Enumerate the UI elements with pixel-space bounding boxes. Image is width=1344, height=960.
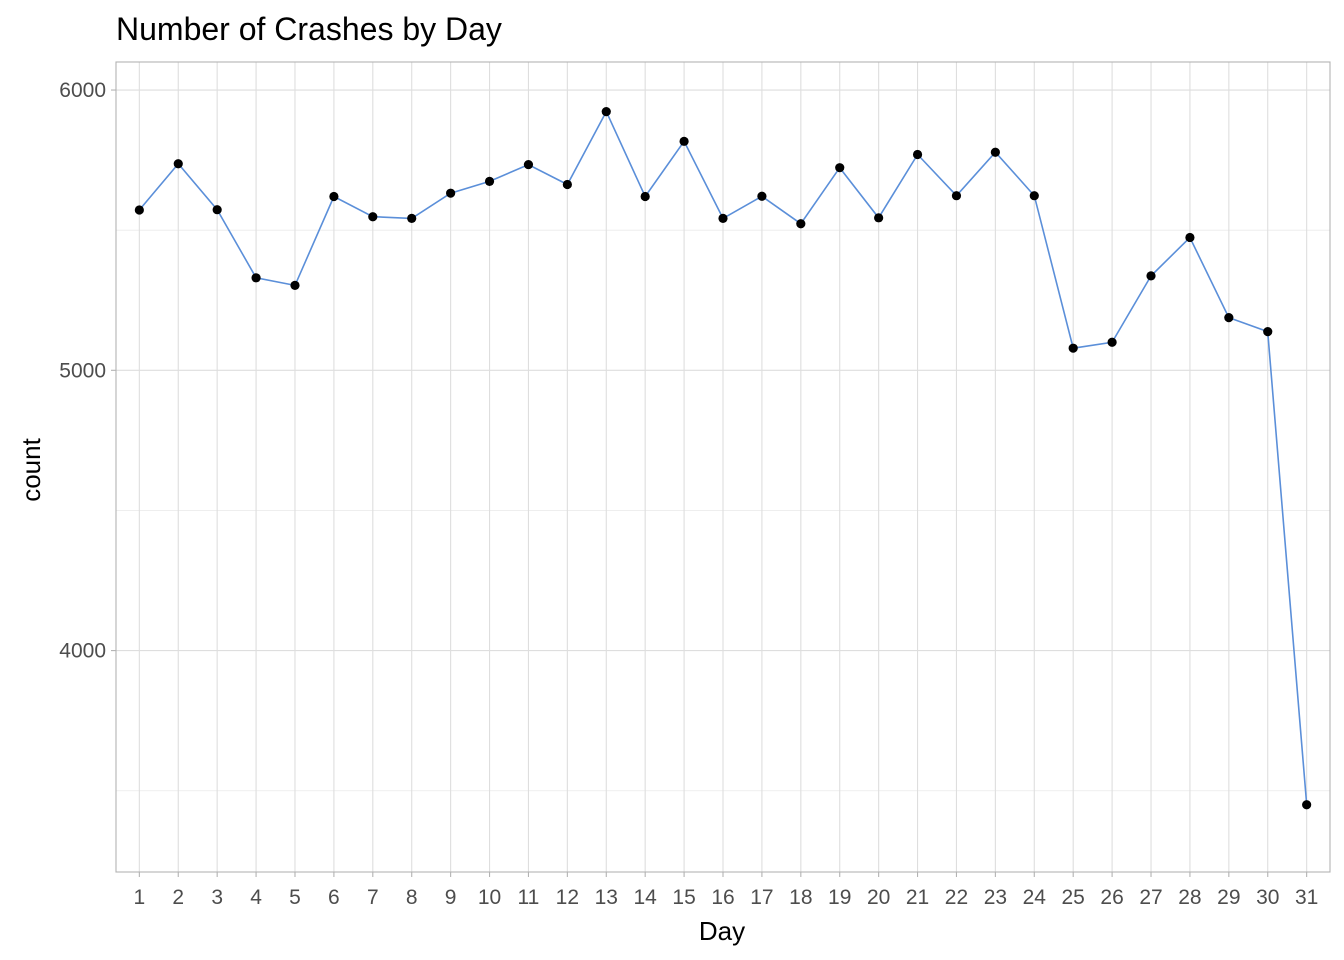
data-point	[251, 273, 261, 283]
x-tick-label: 16	[711, 886, 734, 909]
data-point	[290, 280, 300, 290]
data-point	[990, 147, 1000, 157]
data-point	[718, 213, 728, 223]
data-point	[212, 205, 222, 215]
x-tick-label: 2	[172, 886, 184, 909]
data-point	[1185, 232, 1195, 243]
data-point	[1029, 191, 1039, 201]
x-axis-title: Day	[699, 916, 745, 946]
data-point	[446, 188, 456, 198]
x-tick-label: 10	[478, 886, 501, 909]
x-tick-label: 5	[289, 886, 301, 909]
y-axis-title: count	[16, 437, 46, 501]
data-point	[679, 136, 689, 146]
data-point	[368, 212, 378, 222]
y-tick-label: 5000	[59, 359, 106, 382]
x-tick-label: 12	[556, 886, 579, 909]
x-tick-label: 26	[1100, 886, 1123, 909]
x-tick-label: 18	[789, 886, 812, 909]
x-tick-label: 29	[1217, 886, 1240, 909]
x-tick-label: 17	[750, 886, 773, 909]
x-tick-label: 25	[1062, 886, 1085, 909]
data-point	[1224, 313, 1234, 323]
x-tick-label: 4	[250, 886, 262, 909]
data-point	[1146, 271, 1156, 281]
y-tick-label: 6000	[59, 79, 106, 102]
x-tick-label: 20	[867, 886, 890, 909]
x-tick-label: 15	[672, 886, 695, 909]
points-layer	[134, 107, 1312, 810]
x-tick-label: 8	[406, 886, 418, 909]
x-tick-label: 1	[134, 886, 146, 909]
x-tick-label: 28	[1178, 886, 1201, 909]
data-point	[484, 176, 495, 186]
data-point	[562, 179, 572, 190]
data-point	[640, 191, 650, 202]
x-tick-label: 7	[367, 886, 379, 909]
data-point	[329, 191, 339, 202]
x-tick-label: 24	[1023, 886, 1047, 909]
data-point	[796, 219, 806, 229]
chart-title: Number of Crashes by Day	[116, 11, 502, 47]
x-tick-label: 22	[945, 886, 968, 909]
data-point	[1068, 343, 1078, 353]
data-point	[874, 213, 884, 223]
data-point	[912, 149, 923, 160]
data-point	[835, 163, 845, 173]
x-tick-label: 23	[984, 886, 1007, 909]
x-tick-label: 19	[828, 886, 851, 909]
x-tick-label: 6	[328, 886, 340, 909]
data-point	[173, 159, 183, 169]
x-tick-label: 13	[595, 886, 618, 909]
x-tick-label: 31	[1295, 886, 1318, 909]
data-point	[1263, 327, 1273, 337]
data-point	[523, 159, 534, 170]
data-point	[951, 191, 962, 201]
x-tick-label: 9	[445, 886, 457, 909]
data-point	[1107, 337, 1117, 347]
x-tick-label: 30	[1256, 886, 1279, 909]
data-point	[757, 191, 767, 201]
data-point	[407, 213, 417, 223]
data-point	[134, 205, 144, 215]
data-point	[601, 107, 611, 117]
grid	[116, 62, 1330, 872]
x-tick-label: 14	[633, 886, 657, 909]
data-point	[1302, 800, 1312, 810]
y-tick-label: 4000	[59, 640, 106, 663]
x-tick-label: 21	[906, 886, 929, 909]
x-tick-label: 27	[1139, 886, 1162, 909]
x-tick-label: 3	[211, 886, 223, 909]
x-tick-label: 11	[518, 886, 540, 909]
